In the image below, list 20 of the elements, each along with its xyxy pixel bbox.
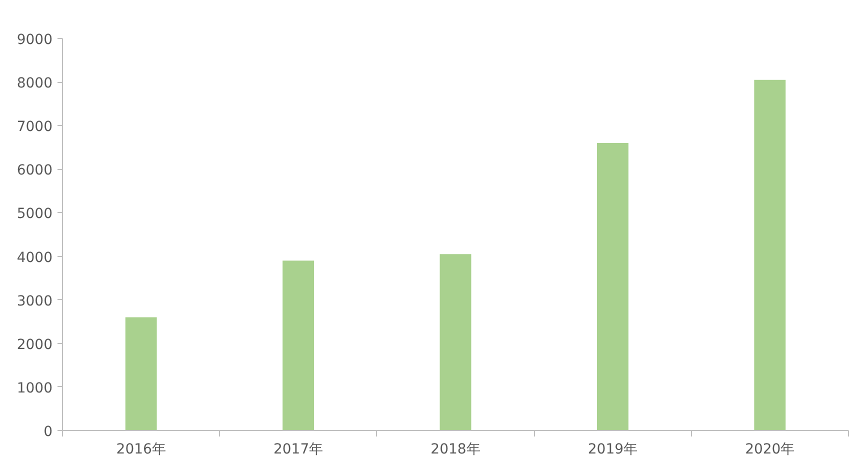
x-tick-label: 2016年 (116, 442, 166, 458)
bar (440, 254, 472, 430)
bar (125, 317, 157, 430)
bar (282, 260, 314, 430)
y-tick-label: 0 (44, 424, 53, 440)
y-tick-label: 7000 (16, 119, 53, 136)
x-tick-label: 2018年 (430, 442, 480, 458)
y-tick-label: 9000 (16, 32, 53, 48)
bar (596, 143, 628, 430)
y-tick-label: 3000 (16, 293, 53, 310)
y-tick-label: 1000 (16, 380, 53, 396)
x-tick-label: 2017年 (273, 442, 324, 458)
y-tick-label: 6000 (16, 162, 53, 179)
y-tick-label: 5000 (16, 206, 53, 222)
bar (754, 80, 786, 430)
y-tick-label: 8000 (16, 76, 53, 92)
y-tick-label: 2000 (16, 336, 53, 353)
y-tick-label: 4000 (16, 250, 53, 266)
x-tick-label: 2019年 (588, 442, 638, 458)
x-tick-label: 2020年 (745, 442, 795, 458)
